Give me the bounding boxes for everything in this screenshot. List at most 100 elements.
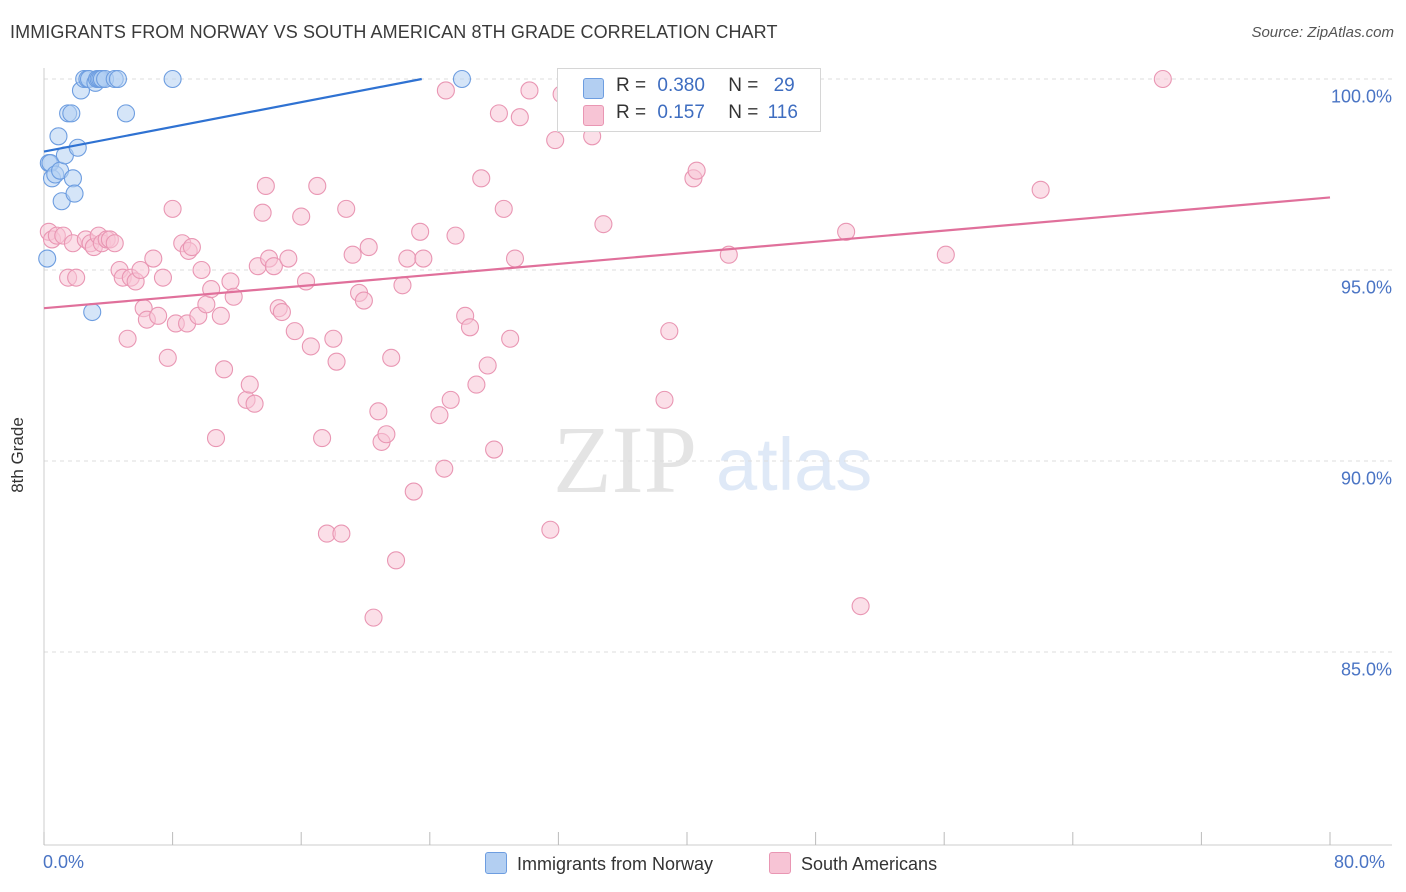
- legend-r-label: R =: [616, 102, 647, 123]
- south-americans-point: [332, 524, 351, 543]
- norway-point: [49, 127, 68, 146]
- norway-point: [38, 249, 57, 268]
- south-americans-point: [343, 245, 362, 264]
- south-americans-point: [936, 245, 955, 264]
- south-americans-point: [301, 337, 320, 356]
- norway-point: [108, 69, 127, 89]
- legend-n-value: 116: [767, 102, 798, 123]
- trend-lines: [43, 77, 1331, 310]
- south-americans-point: [393, 276, 412, 295]
- south-americans-point: [520, 81, 539, 100]
- axes: [43, 68, 1392, 846]
- bottom-legend-norway: Immigrants from Norway: [485, 852, 713, 875]
- gridlines: [44, 78, 1392, 653]
- south-americans-point: [478, 356, 497, 375]
- norway-trend-line: [43, 77, 422, 153]
- south-americans-point: [221, 272, 240, 291]
- bottom-legend-label-south-americans: South Americans: [801, 854, 938, 874]
- south-americans-point: [485, 440, 504, 459]
- south-americans-point: [337, 199, 356, 218]
- south-americans-point: [153, 268, 173, 287]
- legend-swatch-norway: [583, 78, 604, 99]
- norway-point: [163, 69, 182, 89]
- south-americans-point: [182, 238, 201, 257]
- norway-point: [83, 302, 102, 322]
- south-americans-point: [256, 176, 275, 196]
- south-americans-point: [510, 108, 529, 127]
- legend-r-value: 0.157: [657, 102, 705, 123]
- south-americans-point: [149, 306, 168, 325]
- south-americans-point: [364, 608, 383, 627]
- south-americans-point: [446, 226, 465, 245]
- norway-point: [452, 69, 472, 89]
- south-americans-point: [467, 375, 486, 394]
- south-americans-point: [211, 306, 230, 325]
- south-americans-point: [158, 348, 177, 367]
- south-americans-point: [382, 348, 401, 367]
- norway-points: [38, 69, 472, 322]
- legend-n-label: N =: [728, 102, 759, 123]
- y-tick-label: 90.0%: [1340, 468, 1392, 489]
- south-americans-point: [398, 249, 417, 268]
- south-americans-point: [472, 169, 491, 188]
- legend-swatch-south-americans: [583, 105, 604, 126]
- south-americans-point: [436, 81, 455, 100]
- south-americans-point: [414, 249, 433, 268]
- south-americans-point: [131, 260, 150, 280]
- south-americans-point: [501, 329, 520, 348]
- south-americans-point: [359, 238, 378, 257]
- south-americans-point: [279, 249, 298, 268]
- legend-r-value: 0.380: [657, 75, 705, 96]
- south-americans-point: [851, 597, 870, 616]
- south-americans-trend-line: [43, 196, 1331, 310]
- watermark-zip: ZIP: [553, 406, 697, 513]
- norway-point: [68, 138, 87, 157]
- legend-r-label: R =: [616, 75, 647, 96]
- south-americans-points: [39, 69, 1172, 627]
- south-americans-point: [308, 176, 327, 196]
- south-americans-point: [494, 199, 513, 218]
- south-americans-point: [594, 215, 613, 234]
- bottom-legend-swatch-norway: [485, 852, 507, 874]
- south-americans-point: [660, 322, 679, 341]
- south-americans-point: [404, 482, 423, 501]
- south-americans-point: [505, 249, 525, 268]
- south-americans-point: [441, 390, 460, 409]
- south-americans-point: [264, 257, 283, 276]
- south-americans-point: [430, 406, 449, 425]
- norway-point: [65, 184, 84, 203]
- south-americans-point: [546, 131, 565, 150]
- bottom-legend-label-norway: Immigrants from Norway: [517, 854, 714, 874]
- south-americans-point: [324, 329, 343, 348]
- south-americans-point: [354, 291, 373, 310]
- norway-point: [63, 169, 82, 188]
- south-americans-point: [1153, 69, 1172, 89]
- south-americans-point: [313, 429, 332, 448]
- legend-n-label: N =: [728, 75, 759, 96]
- south-americans-point: [197, 295, 216, 314]
- legend-n-value: 29: [773, 75, 795, 96]
- bottom-legend-south-americans: South Americans: [769, 852, 937, 875]
- south-americans-point: [292, 207, 311, 226]
- chart-title: IMMIGRANTS FROM NORWAY VS SOUTH AMERICAN…: [10, 22, 778, 42]
- south-americans-point: [460, 318, 480, 337]
- south-americans-point: [1031, 180, 1050, 199]
- south-americans-point: [285, 322, 304, 341]
- south-americans-point: [369, 402, 388, 421]
- south-americans-point: [163, 199, 182, 218]
- bottom-legend-swatch-south-americans: [769, 852, 791, 874]
- south-americans-point: [296, 272, 316, 291]
- south-americans-point: [192, 260, 211, 280]
- south-americans-point: [144, 249, 163, 268]
- south-americans-point: [214, 360, 234, 379]
- south-americans-point: [489, 104, 508, 123]
- south-americans-point: [386, 551, 406, 570]
- x-tick-label-min: 0.0%: [43, 852, 85, 872]
- south-americans-point: [105, 234, 124, 253]
- x-tick-label-max: 80.0%: [1334, 852, 1386, 872]
- south-americans-point: [67, 268, 86, 287]
- y-tick-label: 100.0%: [1330, 86, 1392, 107]
- south-americans-point: [206, 429, 226, 448]
- south-americans-point: [687, 161, 706, 180]
